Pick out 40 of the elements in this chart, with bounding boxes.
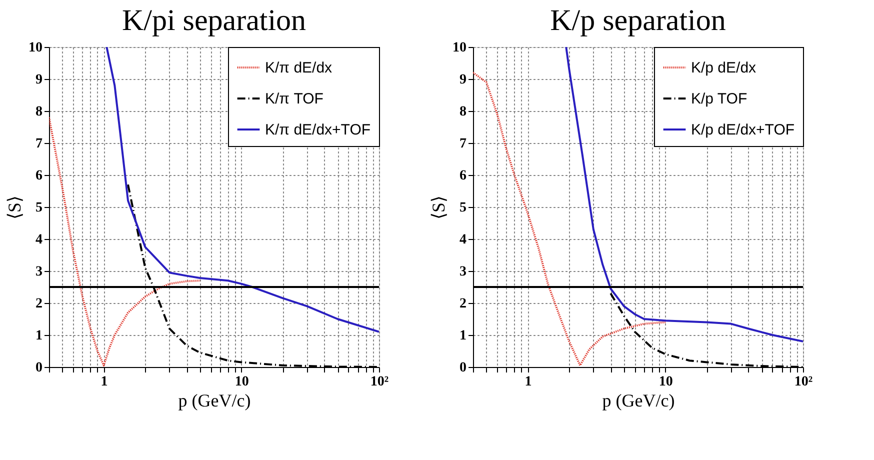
x-tick-label: 10² <box>794 374 813 390</box>
y-tick-label: 3 <box>36 264 42 280</box>
x-tick-label: 10 <box>234 374 249 390</box>
y-tick-label: 1 <box>36 328 42 344</box>
y-tick-label: 10 <box>452 40 466 56</box>
chart-title: K/p separation <box>550 4 726 37</box>
y-tick-label: 5 <box>460 200 466 216</box>
legend-label: K/p TOF <box>691 90 748 108</box>
x-tick-label: 1 <box>524 374 532 390</box>
y-tick-label: 8 <box>460 104 466 120</box>
x-axis-title: p (GeV/c) <box>178 390 251 410</box>
y-tick-label: 7 <box>36 136 42 152</box>
y-tick-label: 3 <box>460 264 466 280</box>
x-tick-label: 10² <box>370 374 389 390</box>
legend-label: K/p dE/dx <box>691 60 757 76</box>
chart-title: K/pi separation <box>122 4 306 37</box>
legend-label: K/π TOF <box>265 90 324 108</box>
x-tick-label: 10 <box>658 374 673 390</box>
legend-label: K/π dE/dx+TOF <box>265 122 371 138</box>
y-tick-label: 8 <box>36 104 42 120</box>
y-tick-label: 2 <box>460 296 466 312</box>
y-tick-label: 4 <box>36 232 42 248</box>
y-tick-label: 0 <box>460 360 466 376</box>
y-tick-label: 5 <box>36 200 42 216</box>
y-tick-label: 2 <box>36 296 42 312</box>
y-tick-label: 7 <box>460 136 466 152</box>
y-tick-label: 9 <box>36 72 42 88</box>
y-axis-title: ⟨S⟩ <box>4 195 24 220</box>
legend-label: K/p dE/dx+TOF <box>691 122 795 138</box>
y-tick-label: 0 <box>36 360 42 376</box>
y-tick-label: 4 <box>460 232 466 248</box>
x-axis-title: p (GeV/c) <box>602 390 675 410</box>
y-tick-label: 6 <box>36 168 42 184</box>
legend-label: K/π dE/dx <box>265 60 333 76</box>
y-axis-title: ⟨S⟩ <box>428 195 448 220</box>
y-tick-label: 9 <box>460 72 466 88</box>
y-tick-label: 10 <box>28 40 42 56</box>
y-tick-label: 6 <box>460 168 466 184</box>
y-tick-label: 1 <box>460 328 466 344</box>
x-tick-label: 1 <box>100 374 108 390</box>
